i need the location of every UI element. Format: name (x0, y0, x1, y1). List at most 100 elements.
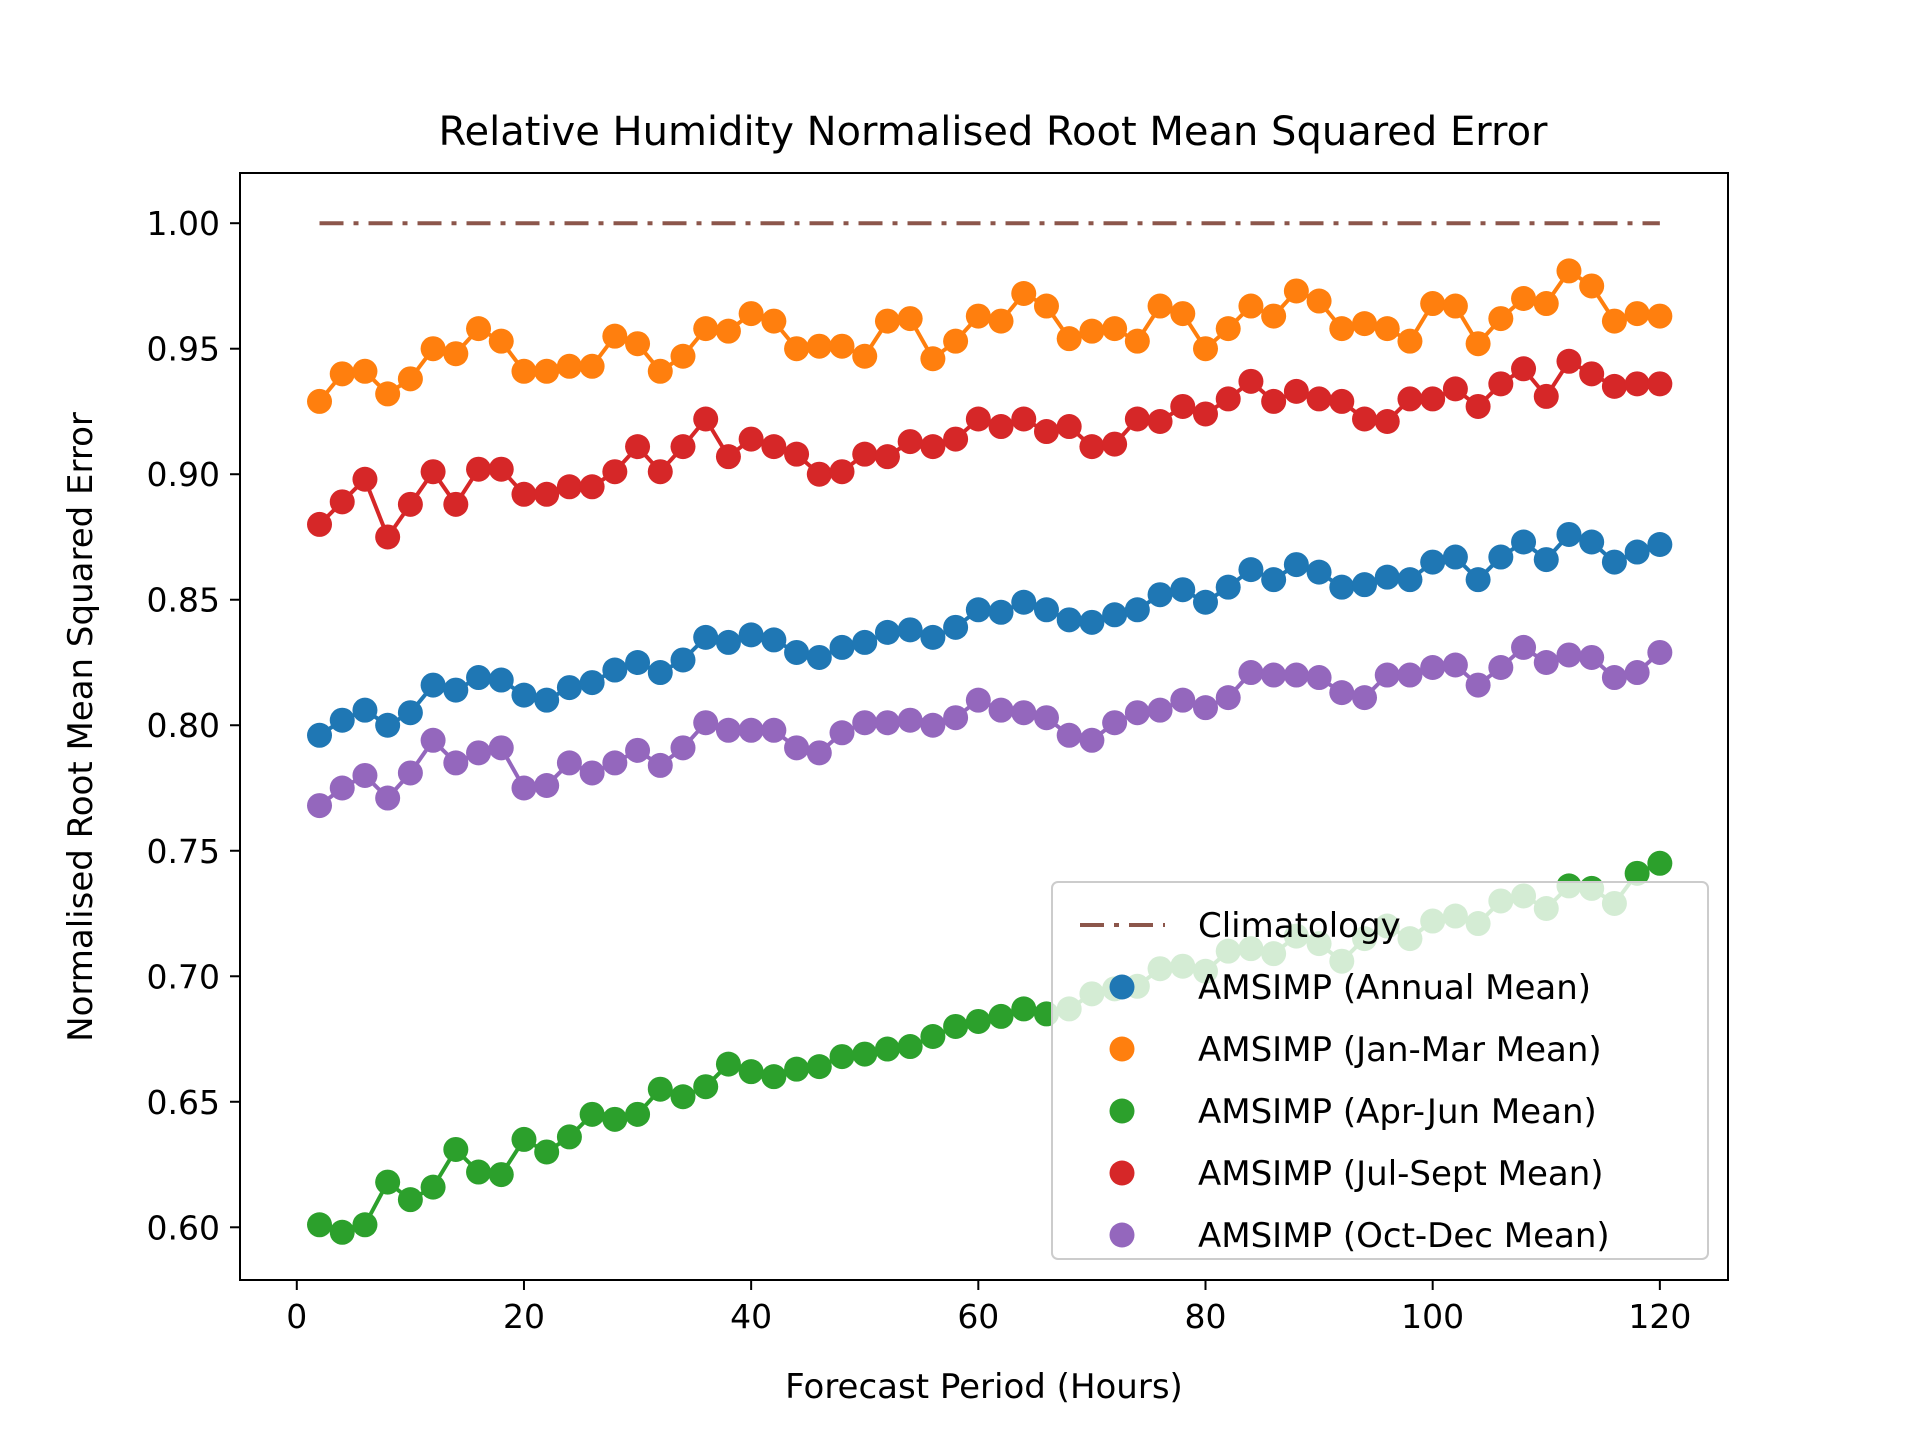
data-point (1170, 577, 1196, 603)
data-point (943, 426, 969, 452)
data-point (329, 1219, 355, 1245)
data-point (1624, 371, 1650, 397)
data-point (1374, 409, 1400, 435)
data-point (1011, 280, 1037, 306)
data-point (307, 388, 333, 414)
plot-frame (239, 172, 1729, 1281)
data-point (647, 660, 673, 686)
data-point (693, 624, 719, 650)
data-point (1238, 660, 1264, 686)
data-point (897, 617, 923, 643)
x-tick-label: 80 (1184, 1297, 1226, 1336)
data-point (784, 441, 810, 467)
data-point (420, 1174, 446, 1200)
data-point (1397, 567, 1423, 593)
data-point (352, 762, 378, 788)
data-point (488, 456, 514, 482)
data-point (784, 735, 810, 761)
data-point (556, 750, 582, 776)
data-point (1442, 293, 1468, 319)
data-point (579, 1101, 605, 1127)
data-point (670, 735, 696, 761)
y-tick-label: 0.80 (147, 706, 220, 745)
data-point (897, 707, 923, 733)
data-point (784, 336, 810, 362)
data-point (693, 406, 719, 432)
data-point (511, 775, 537, 801)
y-tick-label: 0.95 (147, 330, 220, 369)
data-point (1624, 301, 1650, 327)
data-point (1556, 521, 1582, 547)
data-point (647, 459, 673, 485)
data-point (602, 657, 628, 683)
data-point (511, 358, 537, 384)
data-point (1306, 665, 1332, 691)
data-point (579, 353, 605, 379)
data-point (1056, 326, 1082, 352)
data-point (761, 1064, 787, 1090)
data-point (806, 461, 832, 487)
data-point (806, 333, 832, 359)
data-point (397, 491, 423, 517)
data-point (534, 687, 560, 713)
data-point (1192, 589, 1218, 615)
data-point (920, 624, 946, 650)
data-point (466, 665, 492, 691)
data-point (1420, 291, 1446, 317)
data-point (806, 1054, 832, 1080)
data-point (375, 524, 401, 550)
data-point (443, 677, 469, 703)
data-point (511, 682, 537, 708)
y-tick-label: 0.60 (147, 1208, 220, 1247)
data-point (375, 1169, 401, 1195)
legend-label: AMSIMP (Jan-Mar Mean) (1198, 1030, 1602, 1070)
data-point (329, 489, 355, 515)
data-point (1579, 644, 1605, 670)
data-point (988, 599, 1014, 625)
data-point (874, 619, 900, 645)
data-point (738, 426, 764, 452)
data-point (988, 414, 1014, 440)
legend-label: Climatology (1198, 906, 1401, 946)
data-point (488, 667, 514, 693)
data-point (1306, 559, 1332, 585)
data-point (329, 361, 355, 387)
data-point (1647, 371, 1673, 397)
series-jul-sept-mean (307, 348, 1673, 550)
data-point (397, 700, 423, 726)
data-point (397, 366, 423, 392)
data-point (1601, 665, 1627, 691)
data-point (1147, 409, 1173, 435)
data-point (1533, 383, 1559, 409)
data-point (466, 316, 492, 342)
data-point (829, 459, 855, 485)
data-point (874, 308, 900, 334)
data-point (1488, 655, 1514, 681)
y-tick-label: 0.85 (147, 581, 220, 620)
legend: Climatology AMSIMP (Annual Mean) AMSIMP (J… (1051, 881, 1709, 1260)
data-point (602, 750, 628, 776)
data-point (1124, 406, 1150, 432)
data-point (874, 444, 900, 470)
data-point (897, 306, 923, 332)
data-point (375, 381, 401, 407)
data-point (1374, 662, 1400, 688)
data-point (511, 481, 537, 507)
data-point (965, 687, 991, 713)
legend-box (1051, 881, 1709, 1260)
data-point (1329, 680, 1355, 706)
data-point (761, 717, 787, 743)
data-point (1306, 386, 1332, 412)
y-tick-label: 0.75 (147, 832, 220, 871)
data-point (1261, 388, 1287, 414)
data-point (443, 341, 469, 367)
data-point (693, 316, 719, 342)
data-point (829, 333, 855, 359)
data-point (1533, 649, 1559, 675)
data-point (874, 1036, 900, 1062)
data-point (852, 710, 878, 736)
data-point (1442, 652, 1468, 678)
data-point (1033, 293, 1059, 319)
legend-label: AMSIMP (Annual Mean) (1198, 968, 1591, 1008)
data-point (943, 1013, 969, 1039)
